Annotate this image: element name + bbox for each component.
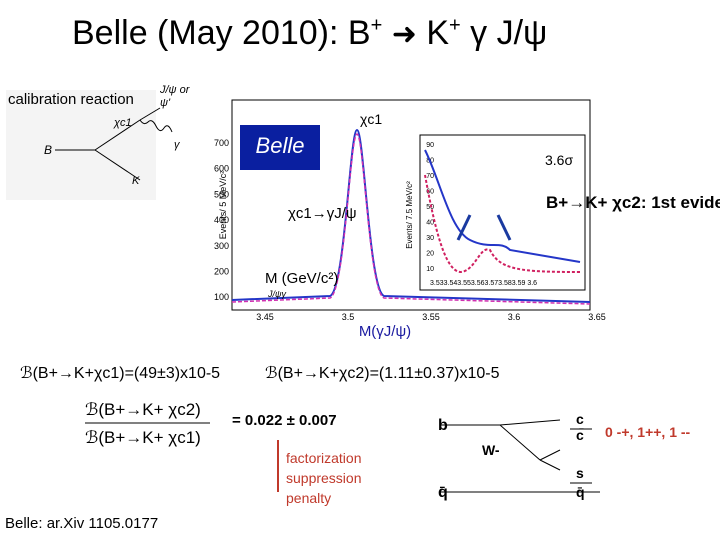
inset-tick-label: 60: [426, 189, 434, 196]
logo-text: Belle: [256, 133, 305, 158]
title-text: γ J/ψ: [470, 14, 548, 52]
quark: c: [576, 411, 584, 427]
reference: Belle: ar.Xiv 1105.0177: [5, 515, 159, 532]
diagram-label: B: [44, 143, 52, 157]
inset-curve: [424, 149, 581, 263]
ratio: = 0.022 ± 0.007: [232, 412, 337, 429]
penalty: factorization suppression penalty: [286, 450, 362, 506]
mass-label: M(γJ/ψ): [359, 323, 411, 340]
branching-fraction: ℬ(B+→K+χc1)=(49±3)x10-5: [20, 365, 221, 382]
y-label: Events/ 5 MeV/c²: [218, 171, 228, 240]
title-sup: +: [449, 14, 461, 37]
peak-label: χc1: [360, 111, 382, 127]
y-tick-label: 200: [214, 267, 229, 277]
x-label: M (GeV/c²): [265, 270, 338, 287]
plot-frame: [231, 99, 591, 311]
line: [139, 107, 161, 121]
y-tick-label: 400: [214, 215, 229, 225]
quark: c̄: [576, 426, 584, 443]
arrow: [496, 214, 512, 241]
line: [94, 119, 141, 151]
diagram-label: γ: [174, 139, 181, 151]
channel-label: χc1→γJ/ψ: [288, 205, 357, 222]
diagram-box: [6, 90, 156, 200]
significance: 3.6σ: [545, 152, 573, 168]
diagram-label: ψ': [160, 97, 171, 109]
boson: W-: [482, 442, 500, 458]
evidence: B+→K+ χc2: 1st evidence: [546, 193, 720, 212]
inset-tick-label: 20: [426, 251, 434, 258]
y-tick-label: 500: [214, 189, 229, 199]
diagram-label: K: [132, 175, 140, 187]
inset-y-label: Events/ 7.5 MeV/c²: [405, 181, 414, 249]
x-label: J/ψγ: [267, 289, 287, 299]
branching-fraction: ℬ(B+→K+χc2)=(1.11±0.37)x10-5: [265, 365, 500, 382]
arrow: [456, 214, 472, 241]
ratio-denominator: ℬ(B+→K+ χc1): [85, 428, 201, 447]
x-tick-label: 3.65: [588, 312, 606, 322]
inset-tick-label: 10: [426, 266, 434, 273]
ratio-numerator: ℬ(B+→K+ χc2): [85, 400, 201, 419]
diagram-label: χc1: [113, 117, 132, 129]
quark: q̄: [576, 484, 585, 500]
quark: b: [438, 417, 448, 434]
y-tick-label: 600: [214, 164, 229, 174]
y-tick-label: 100: [214, 292, 229, 302]
y-tick-label: 300: [214, 241, 229, 251]
inset-tick-label: 30: [426, 235, 434, 242]
title-sup: +: [370, 14, 383, 37]
line: [499, 419, 561, 461]
fit-curve: [231, 133, 591, 305]
inset-tick-label: 50: [426, 204, 434, 211]
title-text: Belle (May 2010): B: [72, 14, 371, 52]
x-tick-label: 3.55: [422, 312, 440, 322]
inset-x-ticks: 3.533.543.553.563.573.583.59 3.6: [430, 280, 537, 287]
inset-tick-label: 40: [426, 220, 434, 227]
diagram-label: calibration reaction: [8, 91, 134, 108]
x-tick-label: 3.5: [342, 312, 355, 322]
quark: q̄: [438, 484, 448, 501]
title: Belle (May 2010): B+ ➜ K+ γ J/ψ: [72, 14, 547, 53]
y-tick-label: 700: [214, 138, 229, 148]
line: [539, 449, 561, 471]
photon: [139, 119, 173, 133]
quantum-numbers: 0 -+, 1++, 1 --: [605, 424, 691, 440]
x-tick-label: 3.45: [256, 312, 274, 322]
inset-tick-label: 90: [426, 142, 434, 149]
diagram-label: J/ψ or: [159, 84, 191, 96]
line: [94, 149, 141, 181]
inset-tick-label: 70: [426, 173, 434, 180]
x-tick-label: 3.6: [508, 312, 521, 322]
logo: [240, 125, 320, 170]
arrow: ➜: [391, 18, 417, 51]
inset-frame: [419, 134, 586, 291]
quark: s: [576, 465, 584, 481]
title-text: K: [426, 14, 450, 52]
